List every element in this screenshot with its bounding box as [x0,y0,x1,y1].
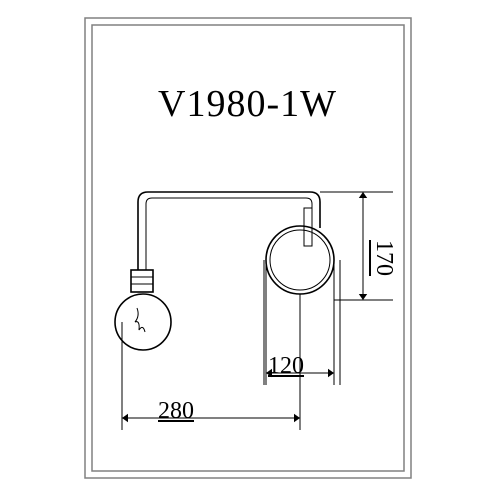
page-frame-svg [0,0,500,500]
dim-mount-label: 120 [268,353,304,380]
model-title: V1980-1W [158,82,337,126]
dim-height-label: 170 [370,240,397,276]
diagram-canvas: V1980-1W 280 120 170 [0,0,500,500]
dim-width-label: 280 [158,398,194,425]
